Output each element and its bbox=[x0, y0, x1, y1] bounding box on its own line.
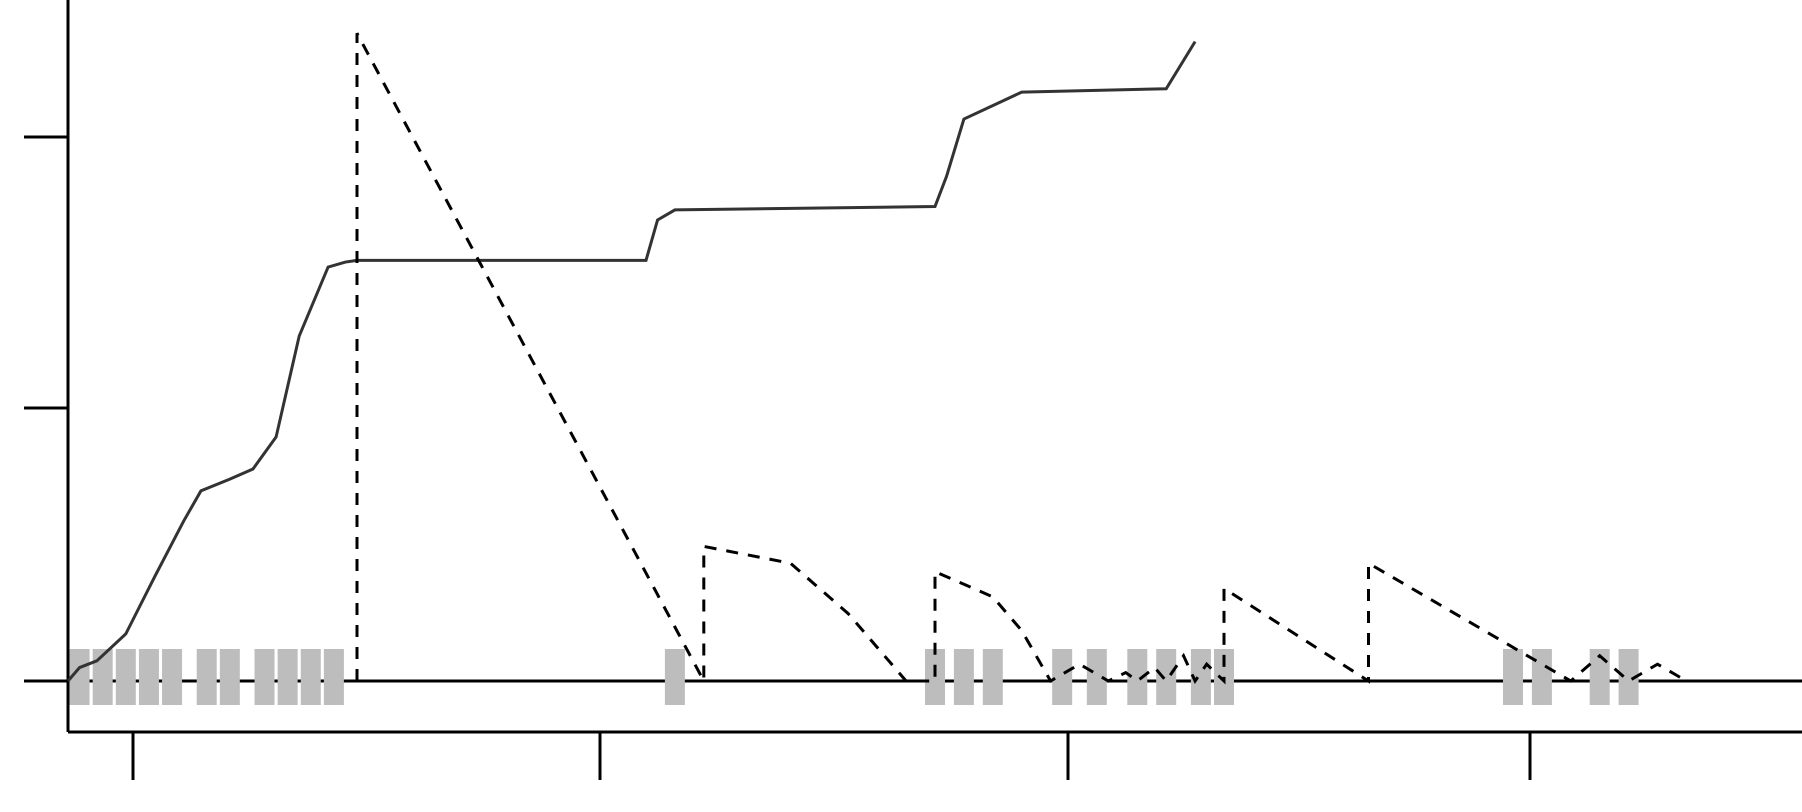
event-bar bbox=[982, 649, 1003, 705]
event-bar bbox=[953, 649, 974, 705]
series-lines bbox=[66, 32, 1688, 685]
event-bar bbox=[1127, 649, 1148, 705]
event-bar bbox=[1589, 649, 1610, 705]
event-bar bbox=[323, 649, 344, 705]
event-bar bbox=[1531, 649, 1552, 705]
event-bars bbox=[69, 649, 1639, 705]
axis-ticks bbox=[24, 135, 1532, 780]
event-bar bbox=[69, 649, 90, 705]
event-bar bbox=[1052, 649, 1073, 705]
series-dashed-line bbox=[355, 32, 1688, 685]
event-bar bbox=[1086, 649, 1107, 705]
event-bar bbox=[219, 649, 240, 705]
event-bar bbox=[664, 649, 685, 705]
event-bar bbox=[1156, 649, 1177, 705]
event-bar bbox=[254, 649, 275, 705]
event-bar bbox=[277, 649, 298, 705]
event-bar bbox=[925, 649, 945, 705]
event-bar bbox=[138, 649, 159, 705]
event-bar bbox=[162, 649, 183, 705]
event-bar bbox=[1503, 649, 1523, 705]
event-bar bbox=[300, 649, 321, 705]
series-solid-line bbox=[66, 40, 1197, 682]
event-bar bbox=[115, 649, 136, 705]
event-bar bbox=[92, 649, 113, 705]
event-bar bbox=[1618, 649, 1639, 705]
event-bar bbox=[196, 649, 217, 705]
